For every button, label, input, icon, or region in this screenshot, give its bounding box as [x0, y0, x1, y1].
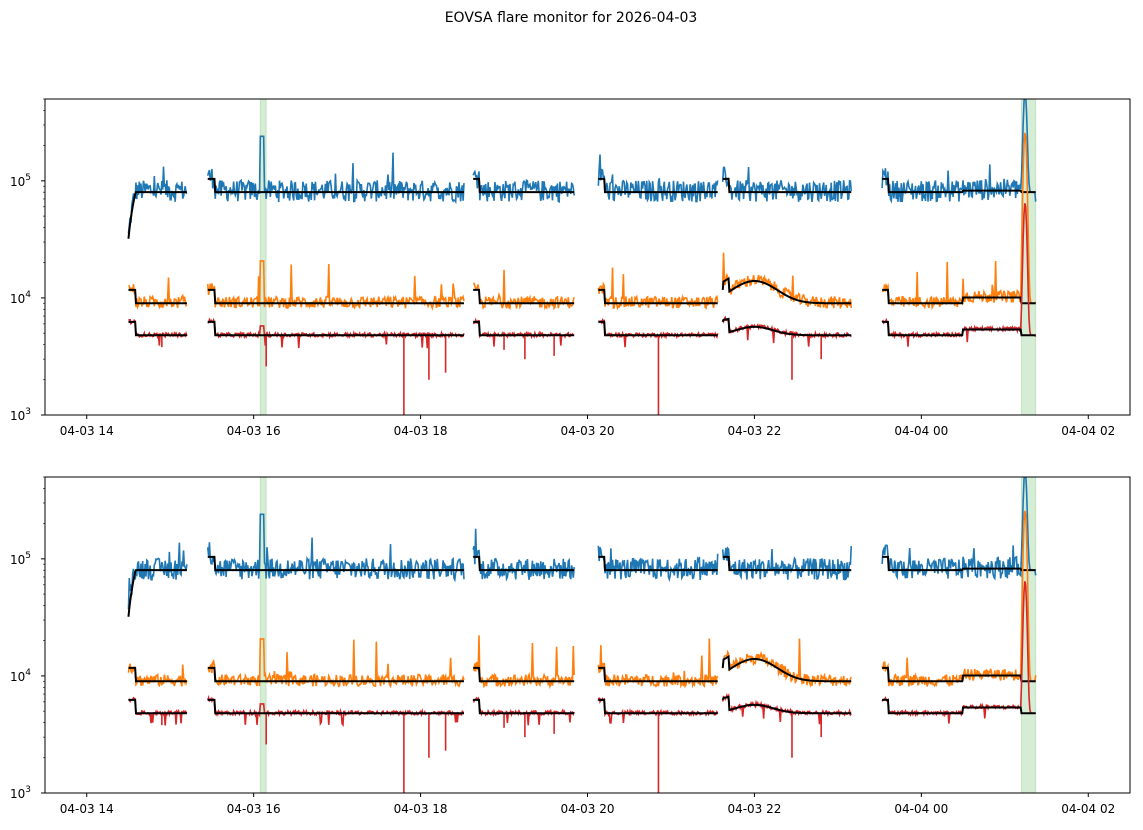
flare-span: [259, 477, 267, 793]
low-band-line: [472, 696, 575, 726]
mid-band-line: [881, 510, 1037, 688]
low-band-line: [721, 692, 852, 725]
high-band-line: [721, 166, 853, 203]
x-tick-label: 04-04 00: [894, 424, 948, 438]
smoothed-line: [128, 288, 187, 305]
high-band-line: [721, 545, 853, 581]
smoothed-line: [473, 288, 575, 305]
smoothed-line: [128, 666, 187, 683]
smoothed-line: [127, 191, 187, 239]
smoothed-line: [207, 177, 464, 194]
low-band-line: [881, 581, 1037, 724]
smoothed-line: [598, 698, 718, 715]
mid-band-line: [597, 267, 719, 311]
x-tick-label: 04-03 16: [227, 802, 281, 816]
smoothed-line: [473, 320, 575, 337]
low-band-line: [721, 315, 852, 347]
high-band-line: [127, 542, 188, 610]
smoothed-line: [882, 555, 1036, 572]
x-tick-label: 04-04 02: [1061, 802, 1115, 816]
smoothed-line: [207, 288, 464, 305]
y-tick-label: 103: [10, 407, 31, 423]
high-band-line: [597, 545, 719, 583]
high-band-line: [597, 154, 719, 203]
bottom-axes: 04-03 14 04-03 16 04-03 18 04-03 20 04-03 22…: [10, 476, 1131, 816]
x-tick-label: 04-03 16: [227, 424, 281, 438]
y-tick-label: 104: [10, 290, 31, 306]
axes-frame: [44, 98, 1131, 416]
x-tick-label: 04-04 00: [894, 802, 948, 816]
smoothed-line: [598, 320, 718, 337]
smoothed-line: [882, 698, 1036, 715]
smoothed-line: [598, 288, 718, 305]
smoothed-line: [207, 666, 464, 683]
smoothed-line: [127, 569, 187, 617]
flare-span: [259, 99, 267, 415]
mid-band-line: [473, 269, 575, 311]
smoothed-line: [473, 555, 575, 572]
plot-area: [127, 477, 1037, 793]
mid-band-line: [472, 635, 575, 690]
mid-band-line: [127, 663, 188, 688]
smoothed-line: [722, 555, 852, 572]
low-band-line: [127, 318, 188, 346]
smoothed-line: [882, 666, 1036, 683]
x-tick-label: 04-03 14: [60, 802, 114, 816]
axes-frame: [44, 476, 1131, 794]
smoothed-line: [882, 177, 1036, 194]
high-band-line: [881, 477, 1037, 581]
smoothed-line: [128, 320, 187, 337]
high-band-line: [472, 169, 575, 204]
mid-band-line: [206, 260, 465, 311]
mid-band-line: [721, 252, 853, 310]
smoothed-line: [598, 555, 718, 572]
low-band-line: [597, 697, 719, 724]
y-tick-label: 105: [10, 551, 31, 567]
high-band-line: [206, 135, 465, 205]
y-tick-label: 105: [10, 173, 31, 189]
high-band-line: [472, 528, 575, 582]
smoothed-line: [598, 666, 718, 683]
smoothed-line: [721, 695, 852, 715]
smoothed-line: [207, 698, 464, 715]
smoothed-line: [882, 288, 1036, 305]
smoothed-line: [128, 698, 187, 715]
x-tick-label: 04-03 22: [727, 802, 781, 816]
smoothed-line: [207, 555, 464, 572]
x-tick-label: 04-03 18: [394, 802, 448, 816]
mid-band-line: [597, 638, 719, 689]
smoothed-line: [721, 654, 852, 683]
plot-area: [127, 99, 1037, 415]
mid-band-line: [207, 638, 465, 689]
x-tick-label: 04-03 20: [561, 424, 615, 438]
smoothed-line: [721, 276, 852, 305]
smoothed-line: [721, 317, 852, 337]
smoothed-line: [473, 698, 575, 715]
low-band-line: [207, 317, 465, 349]
figure-title: EOVSA flare monitor for 2026-04-03: [445, 10, 698, 26]
y-tick-label: 103: [10, 785, 31, 801]
low-band-line: [881, 203, 1037, 347]
x-tick-label: 04-03 14: [60, 424, 114, 438]
high-band-line: [881, 99, 1037, 204]
smoothed-line: [207, 320, 464, 337]
mid-band-line: [881, 132, 1037, 311]
low-band-line: [127, 696, 188, 726]
low-band-line: [472, 317, 575, 347]
top-axes: 04-03 14 04-03 16 04-03 18 04-03 20 04-03 22…: [10, 98, 1131, 438]
x-tick-label: 04-03 22: [727, 424, 781, 438]
smoothed-line: [473, 177, 575, 194]
x-tick-label: 04-04 02: [1061, 424, 1115, 438]
y-tick-label: 104: [10, 668, 31, 684]
high-band-line: [127, 166, 188, 234]
smoothed-line: [882, 320, 1036, 337]
smoothed-line: [473, 666, 575, 683]
low-band-line: [206, 694, 465, 728]
smoothed-line: [722, 177, 852, 194]
smoothed-line: [598, 177, 718, 194]
x-tick-label: 04-03 18: [394, 424, 448, 438]
x-tick-label: 04-03 20: [561, 802, 615, 816]
